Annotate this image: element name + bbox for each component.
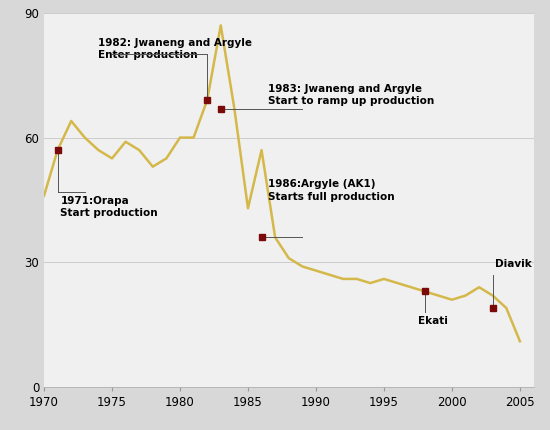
Text: 1982: Jwaneng and Argyle
Enter production: 1982: Jwaneng and Argyle Enter productio… xyxy=(98,38,252,60)
Text: Ekati: Ekati xyxy=(418,316,448,326)
Text: 1971:Orapa
Start production: 1971:Orapa Start production xyxy=(60,196,158,218)
Text: 1983: Jwaneng and Argyle
Start to ramp up production: 1983: Jwaneng and Argyle Start to ramp u… xyxy=(268,83,434,106)
Text: Diavik: Diavik xyxy=(496,258,532,268)
Text: 1986:Argyle (AK1)
Starts full production: 1986:Argyle (AK1) Starts full production xyxy=(268,179,395,202)
